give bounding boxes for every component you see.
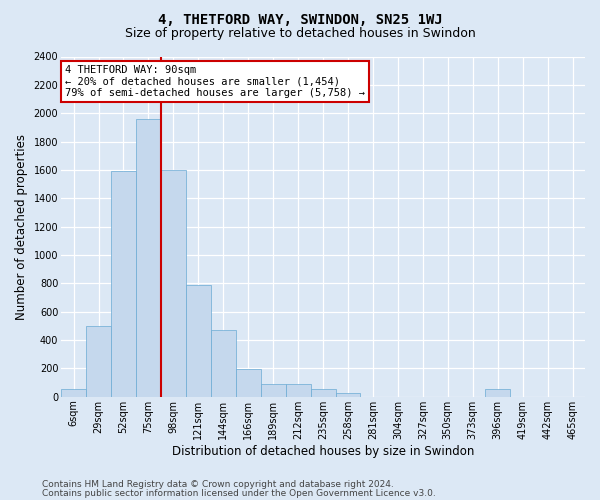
Bar [311,389,335,397]
Bar [186,285,211,397]
Bar [286,384,311,397]
Text: Size of property relative to detached houses in Swindon: Size of property relative to detached ho… [125,28,475,40]
Text: 4, THETFORD WAY, SWINDON, SN25 1WJ: 4, THETFORD WAY, SWINDON, SN25 1WJ [158,12,442,26]
Text: 4 THETFORD WAY: 90sqm
← 20% of detached houses are smaller (1,454)
79% of semi-d: 4 THETFORD WAY: 90sqm ← 20% of detached … [65,65,365,98]
Y-axis label: Number of detached properties: Number of detached properties [15,134,28,320]
Bar [136,119,161,397]
Bar [485,389,510,397]
Bar [260,384,286,397]
Text: Contains HM Land Registry data © Crown copyright and database right 2024.: Contains HM Land Registry data © Crown c… [42,480,394,489]
Bar [61,389,86,397]
Bar [335,392,361,397]
Text: Contains public sector information licensed under the Open Government Licence v3: Contains public sector information licen… [42,488,436,498]
Bar [211,330,236,397]
Bar [236,369,260,397]
Bar [86,326,111,397]
Bar [111,172,136,397]
X-axis label: Distribution of detached houses by size in Swindon: Distribution of detached houses by size … [172,444,474,458]
Bar [161,170,186,397]
